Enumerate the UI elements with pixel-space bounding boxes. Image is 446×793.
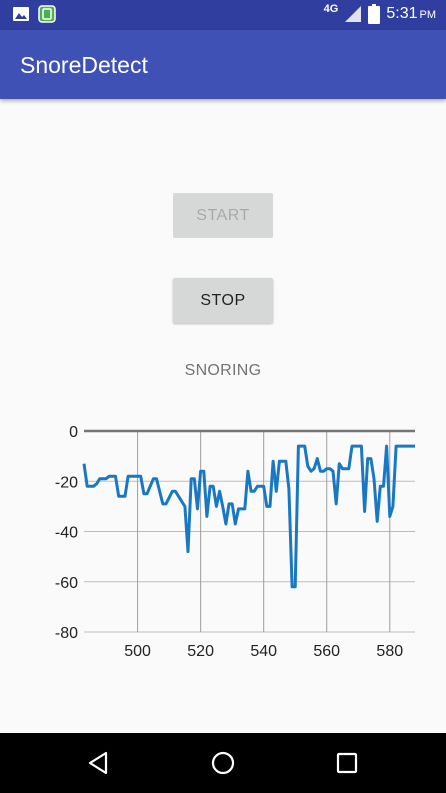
home-icon[interactable] — [208, 748, 238, 778]
navigation-bar — [0, 733, 446, 793]
x-tick-label: 500 — [124, 643, 151, 660]
sound-level-series-line — [82, 444, 415, 589]
status-bar: 4G 5:31 PM — [0, 0, 446, 30]
sound-level-chart: 0 -20 -40 -60 -80 500 520 540 560 580 — [55, 424, 415, 660]
back-icon[interactable] — [84, 748, 114, 778]
signal-icon — [345, 6, 362, 22]
start-button[interactable]: START — [173, 193, 273, 238]
y-tick-label: -80 — [55, 625, 78, 642]
image-icon — [13, 7, 29, 21]
x-tick-label: 560 — [313, 643, 340, 660]
app-bar: SnoreDetect — [0, 30, 446, 99]
app-title: SnoreDetect — [20, 52, 148, 78]
stop-button[interactable]: STOP — [173, 278, 273, 323]
clock: 5:31 PM — [386, 5, 436, 22]
y-tick-label: -60 — [55, 575, 78, 592]
y-tick-label: 0 — [69, 424, 78, 441]
y-tick-label: -40 — [55, 525, 78, 542]
x-tick-label: 540 — [250, 643, 277, 660]
x-tick-label: 520 — [187, 643, 214, 660]
app-notification-icon — [38, 5, 56, 23]
y-tick-label: -20 — [55, 474, 78, 491]
network-type: 4G — [323, 3, 339, 15]
recents-icon[interactable] — [332, 748, 362, 778]
x-tick-label: 580 — [376, 643, 403, 660]
battery-icon — [368, 4, 381, 24]
snoring-status: SNORING — [184, 362, 262, 379]
